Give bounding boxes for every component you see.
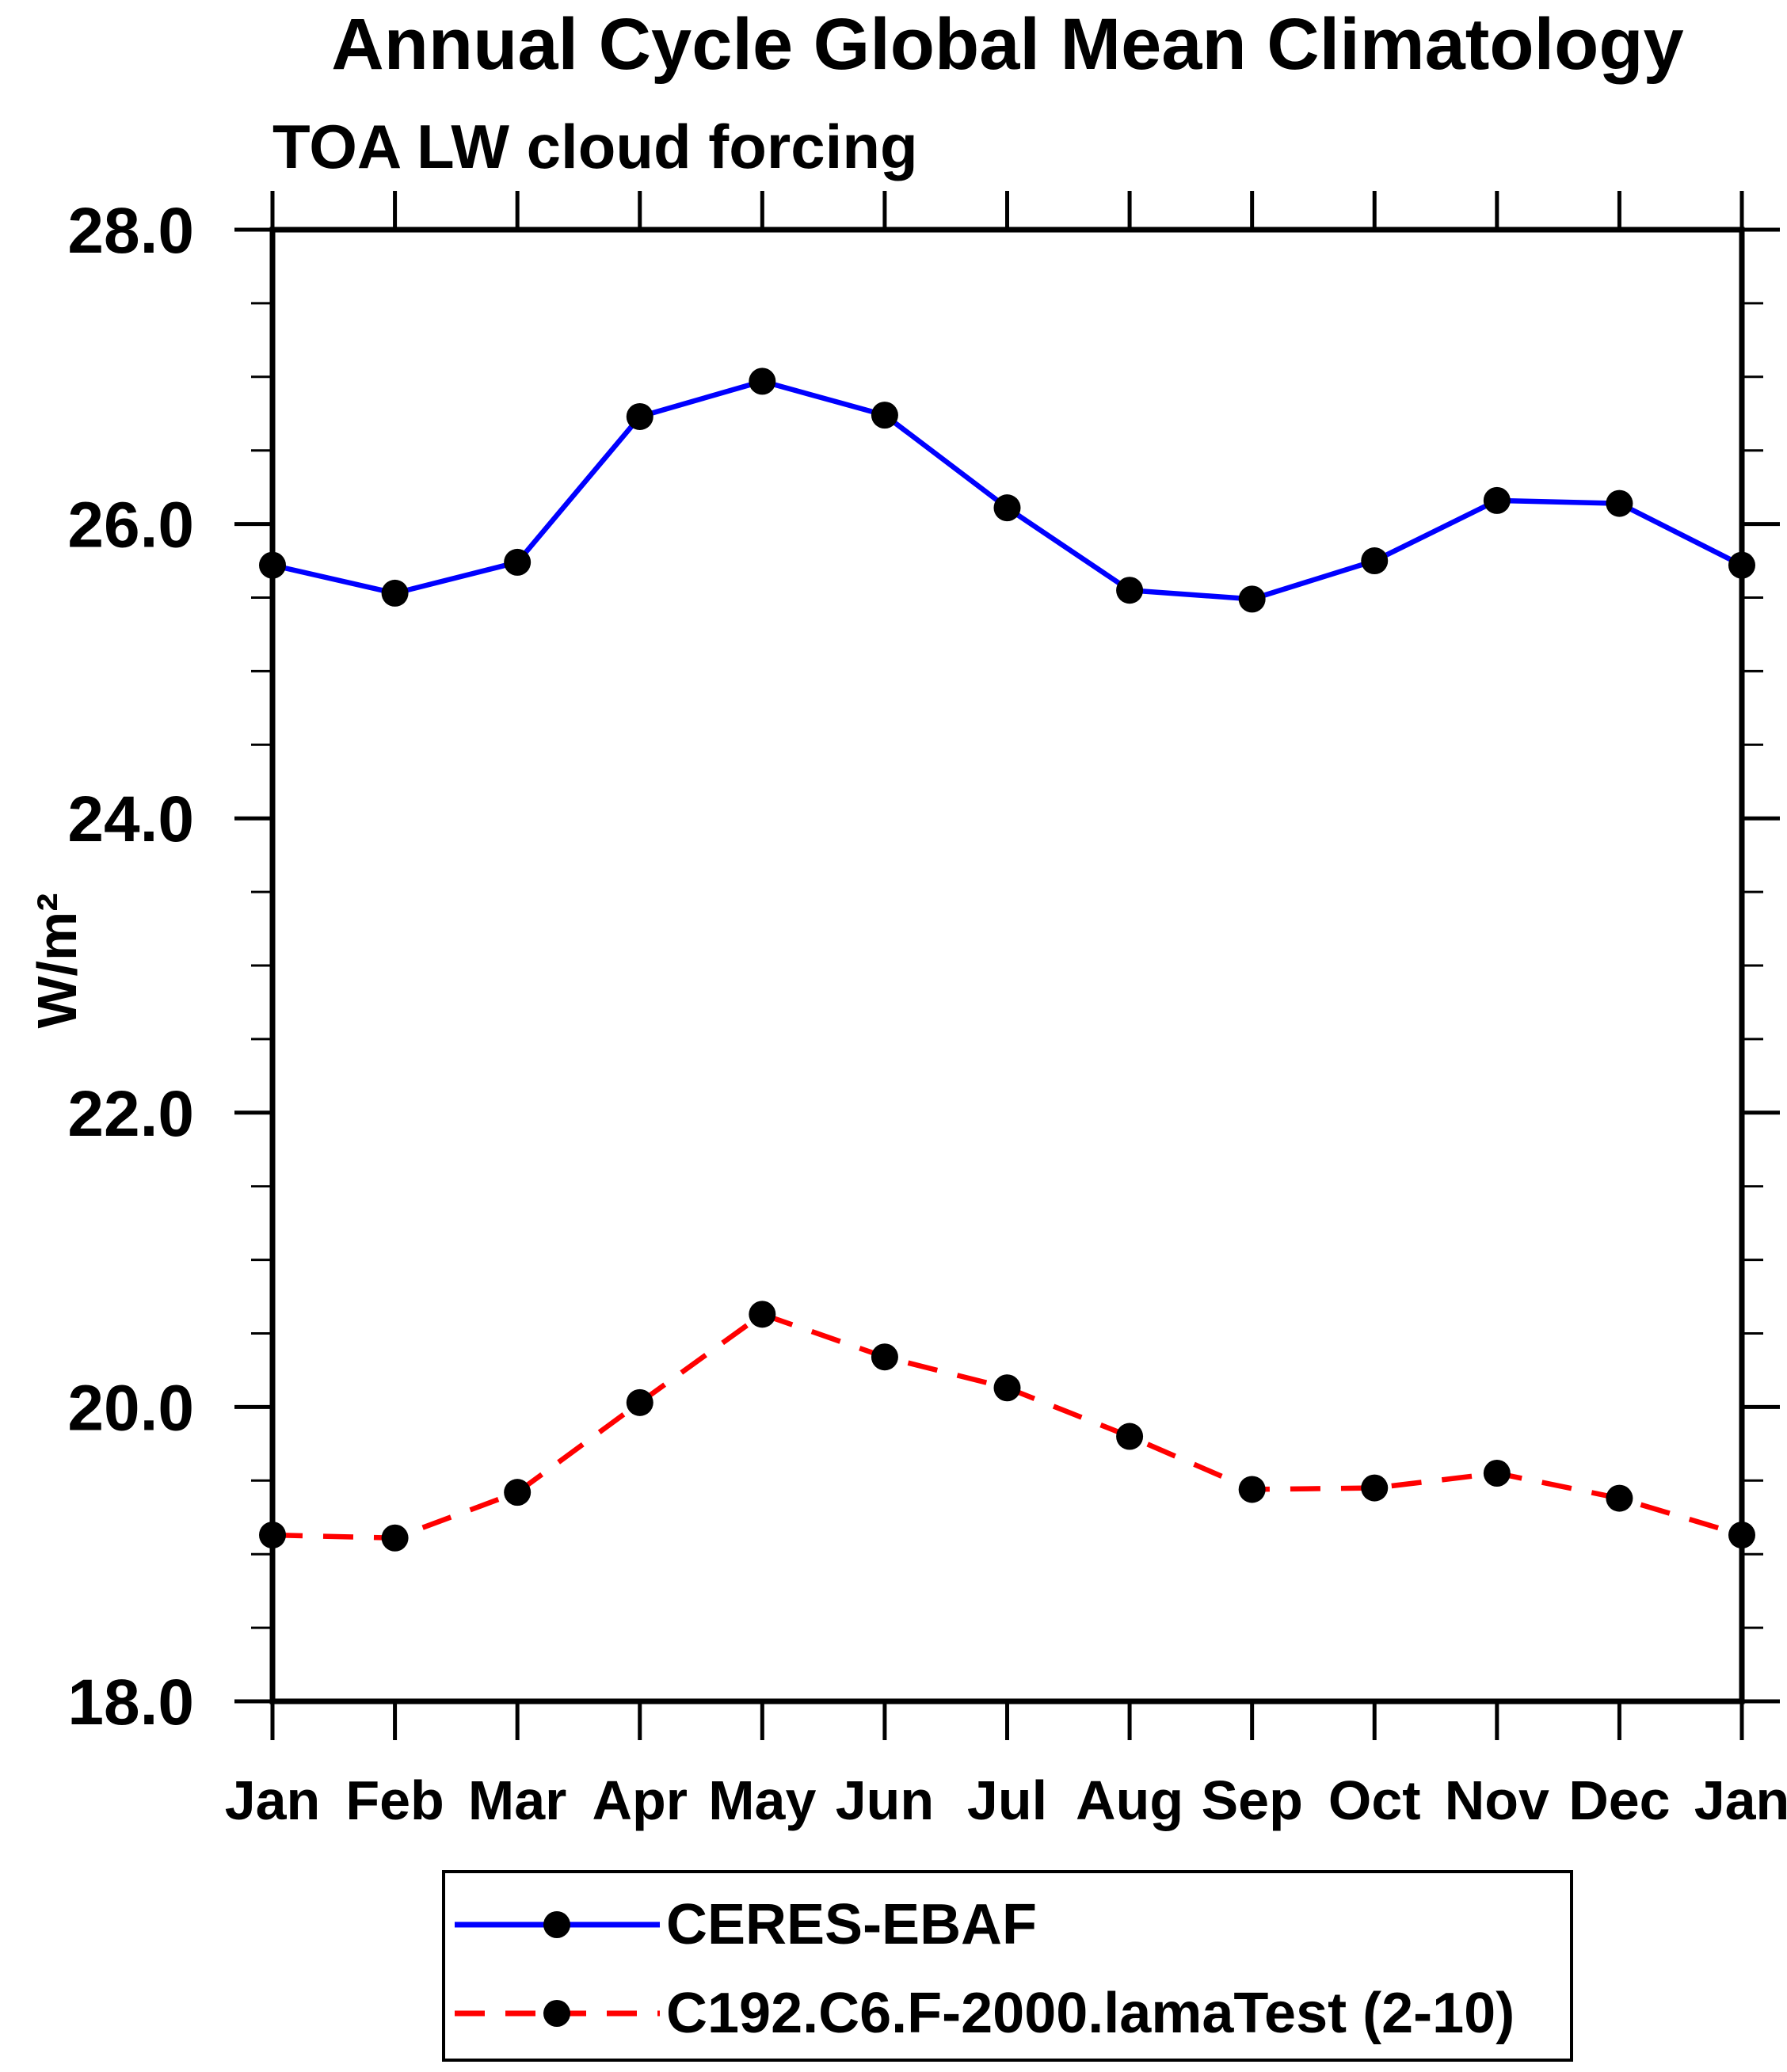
data-point	[993, 1374, 1021, 1402]
data-point	[1606, 489, 1633, 517]
y-tick-label: 22.0	[67, 1078, 194, 1150]
y-tick-label: 28.0	[67, 195, 194, 267]
legend-marker-circle	[543, 1911, 570, 1938]
data-point	[381, 579, 409, 607]
data-point	[1606, 1484, 1633, 1512]
data-point	[1361, 1474, 1389, 1502]
x-tick-label: Feb	[345, 1769, 444, 1831]
x-tick-label: Apr	[592, 1769, 688, 1831]
chart-subtitle: TOA LW cloud forcing	[272, 112, 918, 181]
data-point	[259, 1522, 286, 1549]
data-point	[504, 548, 532, 576]
data-point	[749, 368, 776, 395]
legend-label-c192-test: C192.C6.F-2000.lamaTest (2-10)	[666, 1982, 1515, 2045]
data-point	[1361, 547, 1389, 575]
x-tick-label: Sep	[1201, 1769, 1302, 1831]
y-tick-label: 24.0	[67, 783, 194, 855]
legend-sample-dashed-line	[455, 2000, 660, 2027]
data-point	[1728, 551, 1755, 579]
data-point	[1116, 577, 1144, 604]
legend-item-c192-test: C192.C6.F-2000.lamaTest (2-10)	[448, 1970, 1515, 2057]
y-tick-label: 26.0	[67, 489, 194, 562]
data-point	[259, 551, 286, 579]
series-line-1	[272, 1312, 1743, 1541]
legend: CERES-EBAF C192.C6.F-2000.lamaTest (2-10…	[442, 1870, 1573, 2062]
series-line-0	[272, 379, 1743, 602]
y-tick-label: 20.0	[67, 1372, 194, 1444]
y-tick-label: 18.0	[67, 1666, 194, 1739]
data-point	[1483, 486, 1511, 514]
legend-label-ceres-ebaf: CERES-EBAF	[666, 1893, 1038, 1956]
legend-item-ceres-ebaf: CERES-EBAF	[448, 1881, 1037, 1968]
x-tick-label: Mar	[468, 1769, 566, 1831]
data-point	[1238, 1476, 1266, 1503]
x-tick-label: Jun	[836, 1769, 934, 1831]
data-point	[1728, 1522, 1755, 1549]
x-tick-label: Jul	[967, 1769, 1047, 1831]
x-tick-label: Dec	[1568, 1769, 1670, 1831]
data-point	[993, 494, 1021, 522]
x-tick-label: Nov	[1445, 1769, 1549, 1831]
x-tick-label: Jan	[225, 1769, 321, 1831]
chart-title: Annual Cycle Global Mean Climatology	[331, 4, 1684, 85]
data-point	[626, 402, 653, 430]
x-tick-label: Jan	[1694, 1769, 1787, 1831]
legend-marker-circle	[543, 2000, 570, 2027]
data-point	[626, 1388, 653, 1416]
data-point	[871, 1343, 898, 1371]
x-tick-label: Oct	[1328, 1769, 1421, 1831]
data-point	[381, 1524, 409, 1552]
data-point	[871, 402, 898, 429]
x-tick-label: Aug	[1076, 1769, 1183, 1831]
data-point	[504, 1479, 532, 1506]
data-point	[1116, 1423, 1144, 1450]
x-tick-label: May	[708, 1769, 816, 1831]
data-point	[1483, 1460, 1511, 1487]
data-point	[749, 1301, 776, 1328]
data-point	[1238, 585, 1266, 613]
legend-sample-solid-line	[455, 1911, 660, 1938]
plot-frame	[269, 227, 1745, 1704]
